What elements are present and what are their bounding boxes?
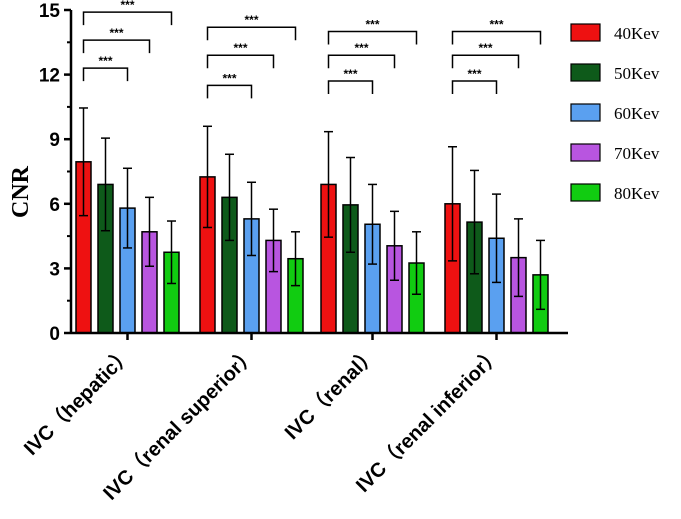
legend-label: 70Kev: [614, 144, 660, 163]
significance-label: ***: [343, 67, 357, 81]
y-tick-label: 0: [49, 324, 60, 345]
legend-label: 60Kev: [614, 104, 660, 123]
significance-label: ***: [233, 41, 247, 55]
y-tick-label: 9: [49, 130, 60, 151]
legend-label: 50Kev: [614, 64, 660, 83]
significance-bracket: [451, 54, 520, 69]
significance-bracket: [82, 67, 129, 82]
x-category-label: IVC（hepatic）: [19, 342, 137, 460]
significance-label: ***: [467, 67, 481, 81]
significance-label: ***: [109, 26, 123, 40]
y-tick-label: 6: [49, 195, 60, 216]
significance-bracket: [451, 30, 542, 45]
legend-label: 40Kev: [614, 24, 660, 43]
significance-bracket: [206, 84, 253, 99]
significance-brackets: *** *** *** *** *** *** *** *** *** *** *** ***: [82, 0, 542, 99]
significance-label: ***: [489, 18, 503, 32]
legend: 40Kev 50Kev 60Kev 70Kev 80Kev: [570, 23, 660, 203]
legend-swatch-60kev: [570, 103, 601, 122]
significance-bracket: [82, 11, 173, 26]
legend-swatch-50kev: [570, 63, 601, 82]
y-tick-label: 12: [39, 66, 60, 87]
y-axis-title: CNR: [8, 165, 34, 218]
significance-bracket: [206, 54, 275, 69]
significance-label: ***: [354, 41, 368, 55]
significance-bracket: [82, 39, 151, 54]
significance-bracket: [206, 26, 297, 41]
y-tick-label: 3: [49, 259, 60, 280]
significance-label: ***: [365, 18, 379, 32]
significance-label: ***: [120, 0, 134, 12]
bars: [75, 107, 549, 334]
legend-label: 80Kev: [614, 184, 660, 203]
legend-swatch-70kev: [570, 143, 601, 162]
significance-label: ***: [244, 13, 258, 27]
significance-bracket: [327, 54, 396, 69]
significance-label: ***: [478, 41, 492, 55]
significance-label: ***: [222, 71, 236, 85]
legend-swatch-40kev: [570, 23, 601, 42]
y-tick-label: 15: [39, 1, 61, 22]
significance-bracket: [451, 80, 498, 95]
significance-bracket: [327, 30, 418, 45]
x-category-label: IVC（renal）: [280, 342, 382, 444]
legend-swatch-80kev: [570, 183, 601, 202]
significance-bracket: [327, 80, 374, 95]
significance-label: ***: [98, 54, 112, 68]
